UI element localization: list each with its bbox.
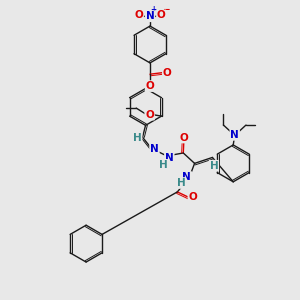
Text: H: H — [209, 161, 218, 171]
Text: H: H — [176, 178, 185, 188]
Text: O: O — [163, 68, 172, 78]
Text: O: O — [157, 11, 166, 20]
Text: +: + — [150, 5, 156, 14]
Text: O: O — [179, 133, 188, 142]
Text: O: O — [145, 110, 154, 120]
Text: H: H — [133, 134, 142, 143]
Text: N: N — [165, 153, 174, 163]
Text: O: O — [134, 11, 143, 20]
Text: −: − — [162, 5, 169, 14]
Text: N: N — [150, 143, 159, 154]
Text: O: O — [146, 81, 154, 91]
Text: N: N — [230, 130, 239, 140]
Text: O: O — [188, 192, 197, 202]
Text: H: H — [159, 160, 168, 170]
Text: N: N — [146, 11, 154, 21]
Text: N: N — [182, 172, 191, 182]
